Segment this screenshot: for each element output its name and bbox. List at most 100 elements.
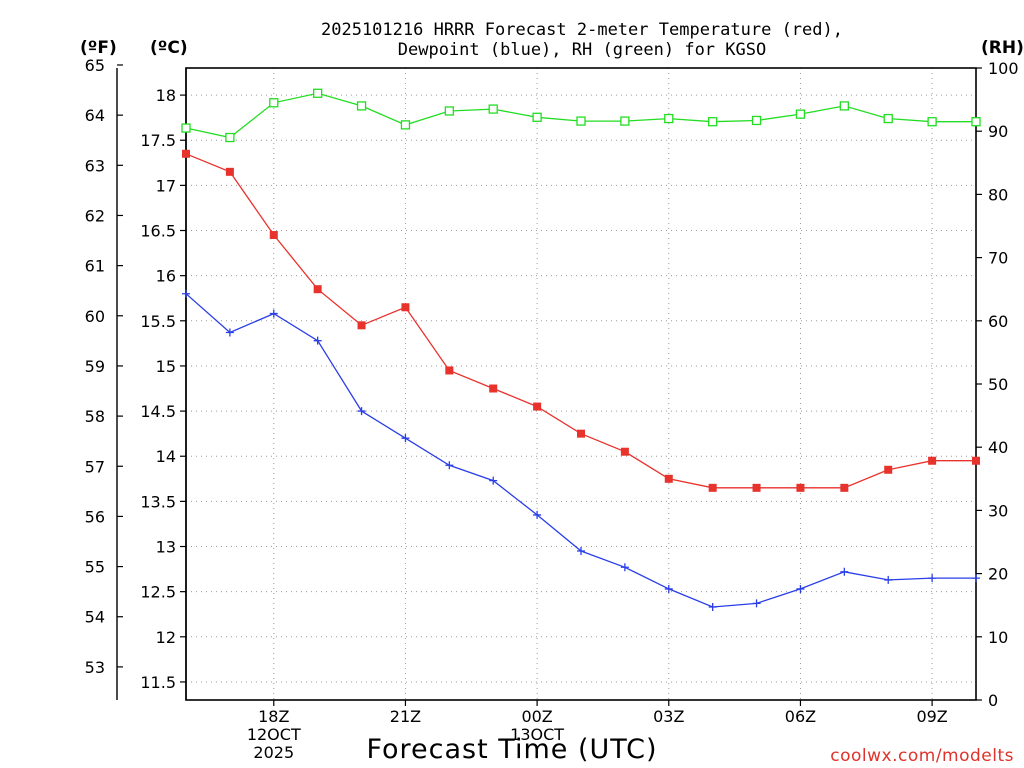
- time-tick-label: 06Z: [785, 707, 816, 726]
- 2-meter-temperature-marker: [357, 321, 366, 330]
- fahrenheit-tick-label: 57: [85, 457, 105, 476]
- rh-marker: [400, 120, 411, 130]
- chart-title-line-1: 2025101216 HRRR Forecast 2-meter Tempera…: [321, 20, 843, 40]
- rh-tick-label: 10: [988, 628, 1008, 647]
- rh-series: [181, 88, 981, 143]
- rh-marker: [225, 132, 235, 143]
- dewpoint-marker: [225, 328, 234, 337]
- dewpoint-marker: [928, 574, 937, 583]
- time-tick-label: 00Z: [521, 707, 552, 726]
- fahrenheit-tick-label: 63: [85, 156, 105, 175]
- dewpoint-marker: [840, 567, 849, 576]
- celsius-tick-label: 12.5: [140, 583, 176, 602]
- 2-meter-temperature-marker: [620, 447, 629, 456]
- dewpoint-marker: [796, 584, 805, 593]
- fahrenheit-tick-label: 59: [85, 357, 105, 376]
- celsius-tick-label: 15: [156, 357, 176, 376]
- rh-marker: [839, 101, 849, 111]
- 2-meter-temperature-marker: [752, 483, 761, 492]
- time-tick-label: 12OCT: [247, 725, 301, 744]
- rh-tick-label: 50: [988, 375, 1008, 394]
- fahrenheit-tick-label: 53: [85, 658, 105, 677]
- rh-tick-label: 40: [988, 438, 1008, 457]
- fahrenheit-tick-label: 60: [85, 307, 105, 326]
- celsius-tick-label: 14.5: [140, 402, 176, 421]
- rh-tick-label: 90: [988, 122, 1008, 141]
- time-tick-label: 2025: [253, 743, 294, 762]
- dewpoint-marker: [664, 584, 673, 593]
- celsius-tick-label: 17: [156, 176, 176, 195]
- 2-meter-temperature-marker: [489, 384, 498, 393]
- rh-marker: [356, 101, 367, 111]
- rh-marker: [708, 117, 718, 127]
- rh-marker: [795, 109, 806, 119]
- rh-tick-label: 100: [988, 59, 1019, 78]
- 2-meter-temperature-marker: [313, 285, 322, 294]
- time-tick-label: 03Z: [653, 707, 684, 726]
- dewpoint-marker: [972, 574, 980, 583]
- chart-title: 2025101216 HRRR Forecast 2-meter Tempera…: [321, 20, 843, 60]
- rh-tick-label: 0: [988, 691, 998, 710]
- time-tick-label: 21Z: [390, 707, 421, 726]
- dewpoint-marker: [752, 599, 761, 608]
- rh-marker: [576, 116, 586, 126]
- celsius-tick-label: 16: [156, 267, 176, 286]
- dewpoint-marker: [884, 575, 893, 584]
- fahrenheit-tick-label: 64: [85, 106, 105, 125]
- 2-meter-temperature-marker: [884, 465, 893, 474]
- 2-meter-temperature-marker: [577, 429, 585, 438]
- dewpoint-marker: [313, 336, 322, 345]
- celsius-tick-label: 12: [156, 628, 176, 647]
- rh-marker: [181, 123, 191, 133]
- 2-meter-temperature-marker: [796, 483, 805, 492]
- celsius-tick-label: 16.5: [140, 222, 176, 241]
- rh-marker: [488, 104, 498, 114]
- 2-meter-temperature-marker: [840, 483, 849, 492]
- 2-meter-temperature-series: [182, 149, 980, 492]
- credit-text: coolwx.com/modelts: [830, 746, 1014, 766]
- 2-meter-temperature-marker: [445, 366, 454, 375]
- fahrenheit-tick-label: 58: [85, 407, 105, 426]
- rh-unit-label: (RH): [981, 38, 1024, 58]
- dewpoint-marker: [401, 434, 410, 443]
- 2-meter-temperature-marker: [225, 167, 234, 176]
- 2-meter-temperature-marker: [182, 149, 190, 158]
- plot-area-border: [185, 67, 977, 701]
- 2-meter-temperature-marker: [708, 483, 717, 492]
- fahrenheit-tick-label: 54: [85, 608, 105, 627]
- celsius-tick-label: 15.5: [140, 312, 176, 331]
- rh-marker: [664, 113, 674, 124]
- celsius-unit-label: (ºC): [150, 38, 188, 58]
- fahrenheit-tick-label: 56: [85, 507, 105, 526]
- rh-marker: [269, 98, 279, 108]
- dewpoint-marker: [489, 476, 498, 485]
- grid-lines: [186, 68, 976, 700]
- fahrenheit-tick-label: 62: [85, 206, 105, 225]
- fahrenheit-tick-label: 55: [85, 558, 105, 577]
- time-tick-label: 18Z: [258, 707, 289, 726]
- fahrenheit-unit-label: (ºF): [80, 38, 117, 58]
- dewpoint-marker: [182, 289, 190, 298]
- celsius-tick-label: 11.5: [140, 673, 176, 692]
- rh-tick-label: 60: [988, 312, 1008, 331]
- rh-marker: [971, 117, 981, 127]
- time-tick-label: 13OCT: [510, 725, 564, 744]
- 2-meter-temperature-marker: [401, 303, 410, 312]
- x-axis-title: Forecast Time (UTC): [366, 734, 657, 765]
- chart-title-line-2: Dewpoint (blue), RH (green) for KGSO: [398, 40, 766, 60]
- 2-meter-temperature-marker: [269, 231, 278, 240]
- rh-axis: 0 10 20 30 40 50 60 70 80 90 100: [976, 59, 1019, 710]
- dewpoint-marker: [708, 603, 717, 612]
- celsius-tick-label: 13: [156, 538, 176, 557]
- celsius-tick-label: 17.5: [140, 131, 176, 150]
- dewpoint-line: [185, 293, 976, 608]
- 2-meter-temperature-marker: [533, 402, 542, 411]
- rh-tick-label: 80: [988, 185, 1008, 204]
- rh-line: [185, 92, 976, 139]
- rh-tick-label: 30: [988, 501, 1008, 520]
- rh-marker: [751, 115, 762, 126]
- rh-tick-label: 20: [988, 565, 1008, 584]
- 2-meter-temperature-marker: [972, 456, 980, 465]
